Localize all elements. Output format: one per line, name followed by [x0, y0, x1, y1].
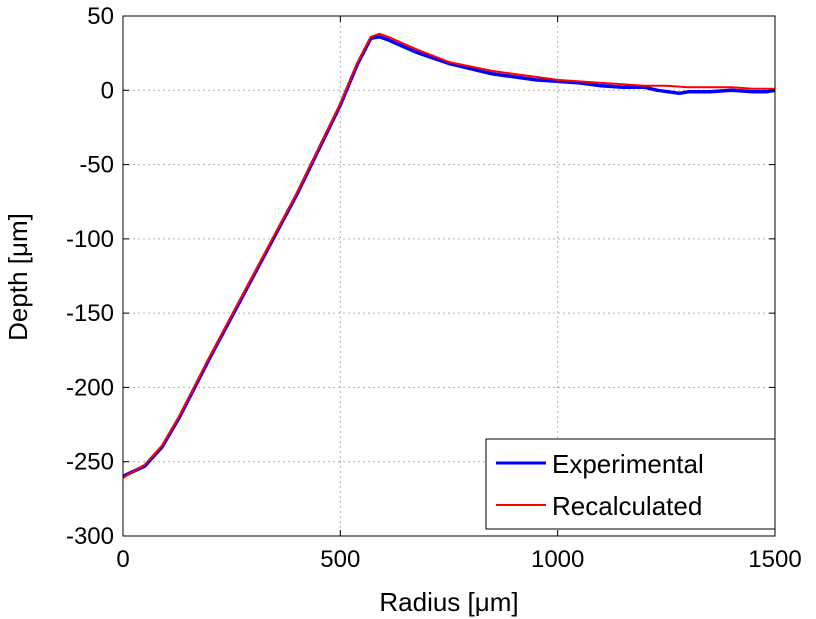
x-axis-title: Radius [μm]: [379, 587, 518, 617]
legend-box: [485, 438, 776, 530]
y-tick-label: -200: [66, 374, 114, 401]
y-tick-label: -250: [66, 449, 114, 476]
x-tick-label: 0: [116, 546, 129, 573]
y-tick-label: 0: [101, 77, 114, 104]
x-tick-label: 1500: [748, 546, 801, 573]
plot-frame: [122, 15, 776, 537]
series-line-recalculated: [122, 32, 775, 479]
y-axis-title: Depth [μm]: [3, 213, 33, 341]
series-layer: [122, 32, 776, 479]
legend-label-recalculated: Recalculated: [552, 491, 702, 521]
x-tick-label: 1000: [531, 546, 584, 573]
x-tick-label: 500: [320, 546, 360, 573]
y-tick-label: -100: [66, 226, 114, 253]
y-tick-label: -150: [66, 300, 114, 327]
y-tick-label: -300: [66, 523, 114, 550]
y-tick-label: -50: [79, 152, 114, 179]
y-tick-label: 50: [87, 3, 114, 30]
legend-label-experimental: Experimental: [552, 449, 704, 479]
series-line-experimental: [122, 35, 776, 479]
legend: Experimental Recalculated: [485, 438, 776, 530]
